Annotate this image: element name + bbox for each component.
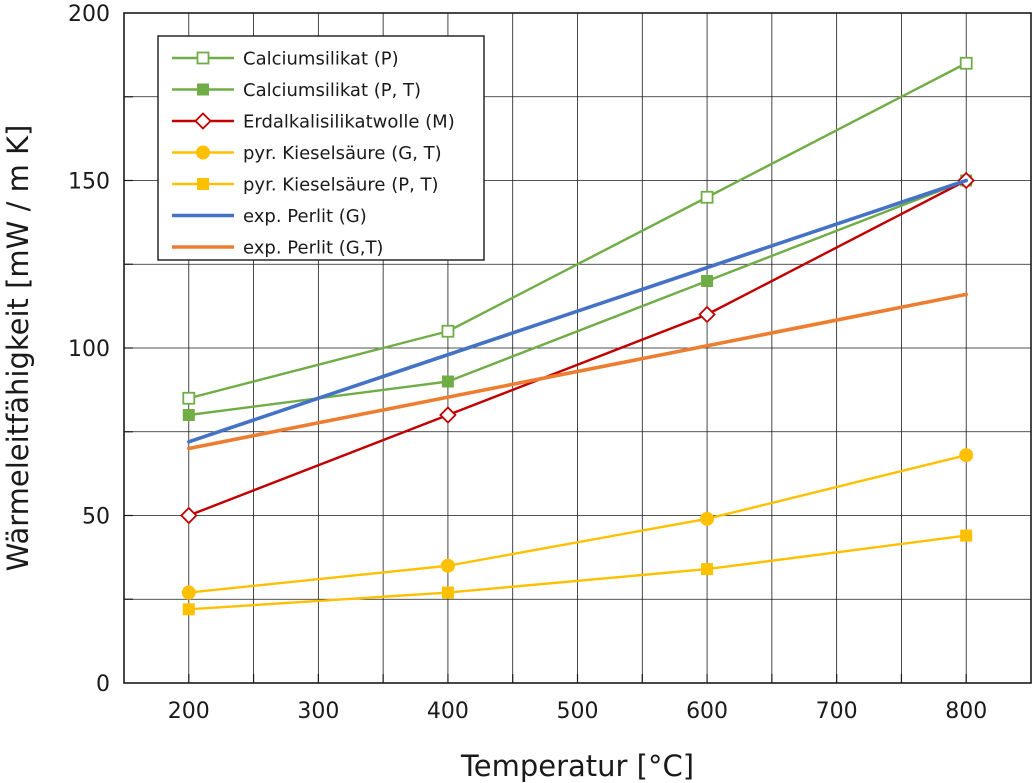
legend-marker — [194, 112, 212, 130]
legend-label: Calciumsilikat (P, T) — [243, 80, 421, 101]
data-point — [182, 391, 196, 405]
y-tick-label: 0 — [96, 672, 110, 697]
legend-item: exp. Perlit (G,T) — [172, 238, 383, 259]
data-point — [701, 563, 714, 576]
y-tick-label: 150 — [68, 170, 110, 195]
plot-frame — [123, 12, 1032, 684]
data-point — [959, 56, 973, 70]
legend-item: exp. Perlit (G) — [172, 206, 367, 227]
legend-label: pyr. Kieselsäure (P, T) — [243, 175, 439, 196]
data-point — [181, 585, 196, 600]
legend-label: Erdalkalisilikatwolle (M) — [243, 112, 455, 133]
y-tick-label: 50 — [82, 505, 110, 530]
data-point — [441, 324, 455, 338]
x-tick-label: 800 — [945, 699, 987, 724]
x-tick-label: 700 — [816, 699, 858, 724]
series-6 — [186, 178, 969, 444]
legend-item: pyr. Kieselsäure (P, T) — [172, 175, 439, 196]
x-tick-label: 300 — [297, 699, 339, 724]
legend-label: Calciumsilikat (P) — [243, 49, 399, 70]
data-point — [182, 409, 195, 421]
series-7 — [186, 292, 969, 451]
legend-marker — [197, 83, 209, 96]
legend-label: exp. Perlit (G) — [243, 206, 367, 227]
x-axis-title: Temperatur [°C] — [460, 749, 694, 783]
data-point — [698, 305, 716, 324]
data-point — [441, 375, 454, 388]
series-line — [186, 292, 969, 451]
data-point — [180, 506, 198, 525]
y-tick-label: 100 — [68, 337, 110, 362]
legend: Calciumsilikat (P) Calciumsilikat (P, T) E… — [157, 35, 485, 261]
x-tick-label: 600 — [686, 699, 728, 724]
data-point — [441, 586, 454, 599]
data-point — [182, 603, 195, 616]
data-point — [701, 275, 714, 287]
legend-item: Calciumsilikat (P, T) — [172, 80, 421, 101]
series-line — [186, 178, 969, 444]
legend-marker — [196, 51, 210, 65]
legend-marker — [197, 178, 209, 190]
y-axis-title: Wärmeleitfähigkeit [mW / m K] — [1, 125, 35, 572]
legend-item: Calciumsilikat (P) — [172, 49, 399, 70]
legend-label: exp. Perlit (G,T) — [243, 238, 383, 259]
data-point — [439, 406, 457, 424]
data-point — [960, 529, 973, 542]
x-tick-label: 500 — [557, 699, 599, 724]
series-group — [180, 56, 975, 616]
x-tick-label: 200 — [168, 699, 210, 724]
data-point — [700, 511, 715, 526]
data-point — [700, 190, 714, 204]
legend-marker — [196, 145, 210, 160]
legend-box — [157, 35, 485, 261]
legend-item: Erdalkalisilikatwolle (M) — [172, 112, 455, 133]
series-1 — [182, 56, 973, 405]
series-line — [187, 454, 968, 594]
series-line — [187, 179, 968, 517]
series-4 — [181, 448, 974, 600]
axis-ticks — [124, 96, 967, 683]
x-tick-label: 400 — [427, 699, 469, 724]
data-point — [440, 558, 455, 573]
series-line — [187, 62, 968, 400]
legend-item: pyr. Kieselsäure (G, T) — [172, 143, 442, 164]
tick-labels: 200 300 400 500 600 700 800 0 50 100 150 200 — [68, 2, 987, 724]
series-3 — [180, 171, 975, 525]
series-5 — [182, 529, 973, 616]
data-point — [959, 448, 974, 463]
y-tick-label: 200 — [68, 2, 110, 27]
series-line — [187, 534, 968, 611]
legend-label: pyr. Kieselsäure (G, T) — [243, 143, 442, 164]
